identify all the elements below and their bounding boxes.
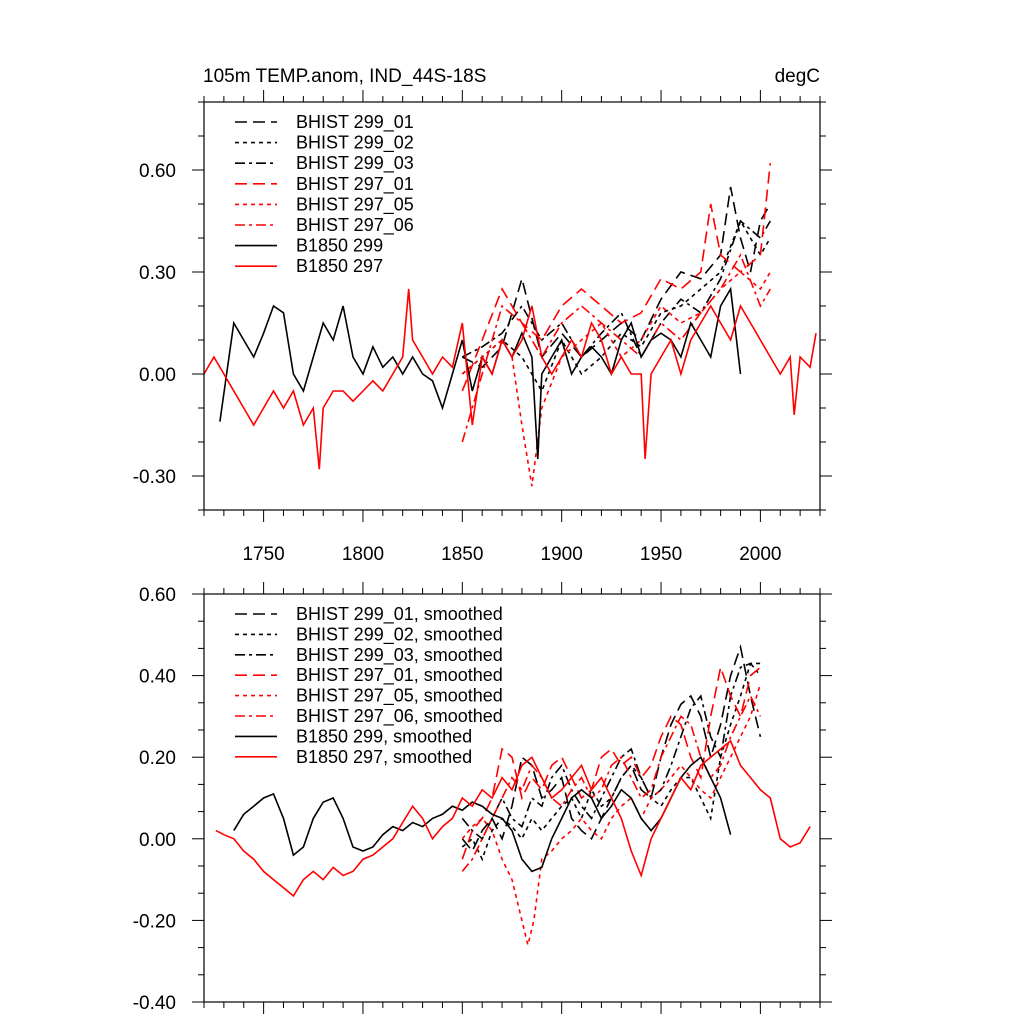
series-line-6 <box>461 694 762 872</box>
legend-label: B1850 297 <box>296 256 383 276</box>
series-line-5 <box>461 683 762 946</box>
y-tick-label: 0.00 <box>139 830 176 851</box>
legend-label: BHIST 299_03 <box>296 153 414 174</box>
x-tick-label: 2000 <box>739 544 781 565</box>
series-line-1 <box>461 186 771 369</box>
y-tick-label: 0.40 <box>139 667 176 688</box>
series-line-8 <box>215 739 811 898</box>
legend-label: BHIST 299_02, smoothed <box>296 624 503 645</box>
series-line-7 <box>233 755 732 873</box>
series-line-3 <box>461 662 762 841</box>
legend-label: BHIST 297_05, smoothed <box>296 686 503 707</box>
legend-label: BHIST 299_03, smoothed <box>296 645 503 666</box>
legend-label: BHIST 297_05 <box>296 194 414 215</box>
y-tick-label: -0.40 <box>133 993 176 1014</box>
y-tick-label: 0.30 <box>139 263 176 284</box>
legend-label: BHIST 297_06 <box>296 215 414 236</box>
legend-label: BHIST 297_06, smoothed <box>296 706 503 727</box>
x-tick-label: 1900 <box>541 544 583 565</box>
units-label: degC <box>775 66 820 87</box>
plot-area-top: -0.30 0.00 0.30 0.60 1750 1800 1850 1900 1950 200… <box>133 90 832 565</box>
y-tick-label: -0.20 <box>133 911 176 932</box>
x-tick-label: 1950 <box>640 544 682 565</box>
series-line-8 <box>204 288 817 470</box>
legend-label: B1850 299 <box>296 236 383 256</box>
legend-label: BHIST 299_01, smoothed <box>296 604 503 625</box>
y-tick-label: 0.60 <box>139 585 176 606</box>
y-tick-label: 0.20 <box>139 748 176 769</box>
chart-panel-bottom: -0.40 -0.20 0.00 0.20 0.40 0.60 BHIST 299_01,… <box>133 582 832 1014</box>
plot-area-bottom: -0.40 -0.20 0.00 0.20 0.40 0.60 <box>133 582 832 1014</box>
y-tick-label: 0.60 <box>139 161 176 182</box>
chart-panel-top: 105m TEMP.anom, IND_44S-18S degC -0.30 0.… <box>133 66 832 565</box>
legend-label: BHIST 299_02 <box>296 133 414 154</box>
plot-frame <box>203 593 821 1003</box>
series-line-4 <box>461 664 761 860</box>
legend-label: BHIST 299_01 <box>296 112 414 133</box>
x-tick-label: 1850 <box>441 544 483 565</box>
series-lines <box>215 643 811 946</box>
x-tick-label: 1750 <box>242 544 284 565</box>
legend-label: B1850 297, smoothed <box>296 747 472 767</box>
x-tick-label: 1800 <box>342 544 384 565</box>
series-line-2 <box>461 662 761 862</box>
chart-title: 105m TEMP.anom, IND_44S-18S <box>203 66 486 87</box>
y-tick-label: -0.30 <box>133 467 176 488</box>
legend-label: BHIST 297_01 <box>296 174 414 195</box>
series-lines <box>204 163 817 487</box>
y-tick-label: 0.00 <box>139 365 176 386</box>
series-line-3 <box>461 219 771 359</box>
series-line-2 <box>461 219 771 393</box>
series-line-4 <box>461 163 772 392</box>
legend-label: B1850 299, smoothed <box>296 726 472 746</box>
legend-label: BHIST 297_01, smoothed <box>296 665 503 686</box>
